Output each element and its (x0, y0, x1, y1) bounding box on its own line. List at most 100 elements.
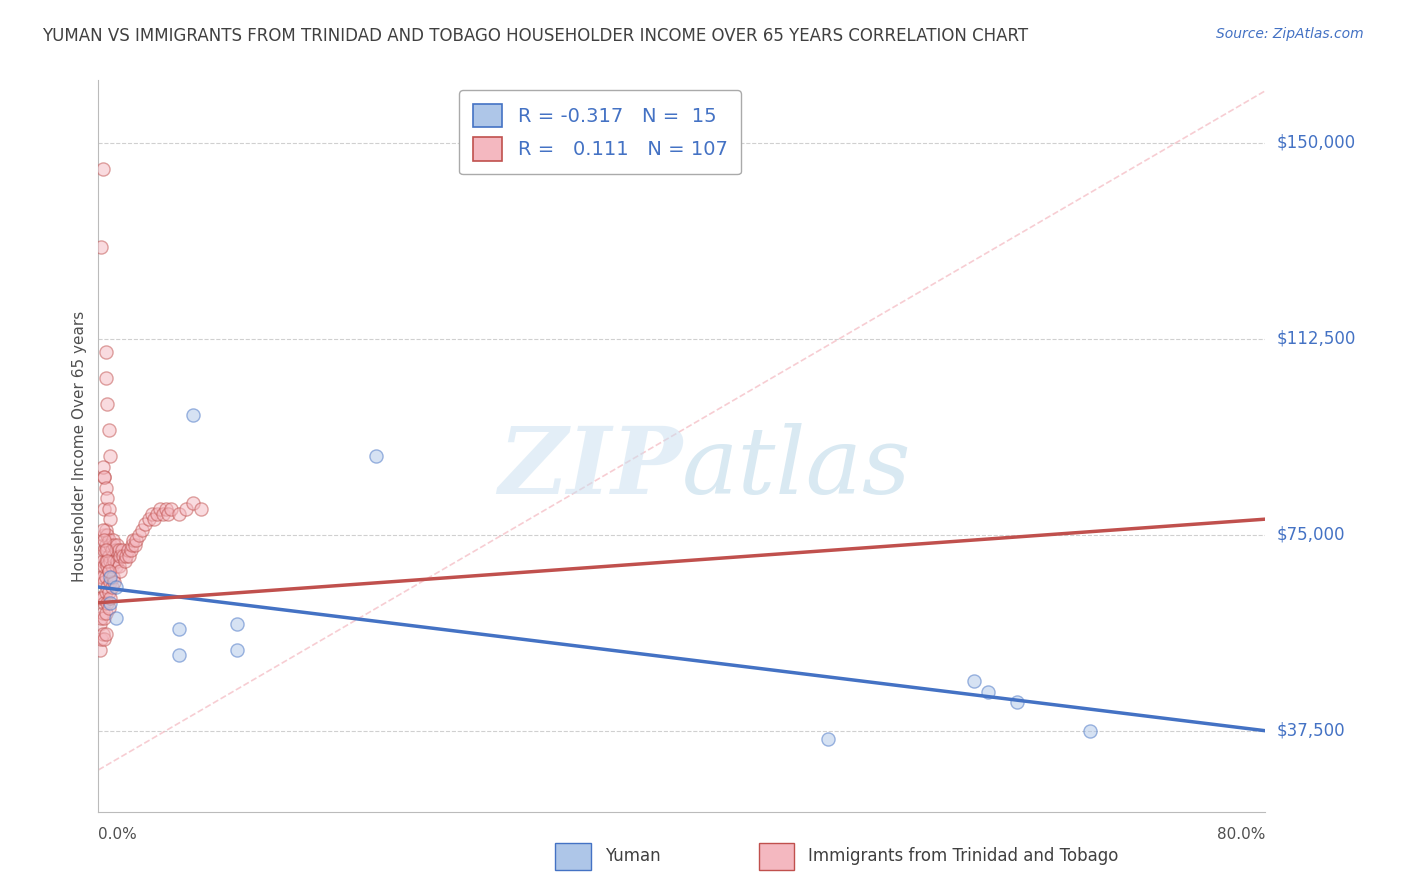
Point (94, 554, 117, 568)
Point (167, 622, 190, 636)
Text: Source: ZipAtlas.com: Source: ZipAtlas.com (1216, 27, 1364, 41)
Y-axis label: Householder Income Over 65 years: Householder Income Over 65 years (72, 310, 87, 582)
Point (96, 543, 118, 558)
Point (89, 642, 111, 657)
Point (91, 162, 114, 177)
Text: atlas: atlas (682, 423, 911, 513)
Point (94, 481, 117, 495)
Point (93, 611, 115, 625)
Point (94, 371, 117, 385)
Point (94, 606, 117, 620)
Point (100, 543, 122, 558)
Point (152, 507, 174, 521)
Point (93, 470, 115, 484)
Text: $37,500: $37,500 (1277, 722, 1346, 739)
Point (91, 554, 114, 568)
Point (97, 585, 120, 599)
Point (110, 565, 132, 579)
Point (174, 501, 197, 516)
Point (141, 507, 163, 521)
Point (98, 450, 121, 464)
Point (117, 543, 139, 558)
Point (103, 574, 125, 589)
Point (125, 533, 148, 547)
Point (94, 569, 117, 583)
Point (97, 549, 120, 563)
Point (96, 397, 118, 411)
Point (181, 408, 204, 422)
Point (96, 528, 118, 542)
Text: 0.0%: 0.0% (98, 828, 138, 842)
Point (131, 523, 153, 537)
Point (110, 549, 132, 563)
Point (94, 538, 117, 552)
Point (157, 507, 180, 521)
Point (104, 580, 127, 594)
Point (101, 569, 124, 583)
Point (138, 512, 160, 526)
Point (977, 684, 1000, 698)
Text: $150,000: $150,000 (1277, 134, 1357, 152)
Point (181, 496, 204, 510)
Point (93, 632, 115, 647)
Point (124, 538, 146, 552)
Point (105, 554, 128, 568)
Point (167, 648, 190, 662)
Point (91, 591, 114, 605)
Point (817, 731, 839, 746)
Text: ZIP: ZIP (498, 423, 682, 513)
Point (89, 616, 111, 631)
Point (190, 501, 212, 516)
Point (96, 554, 118, 568)
Point (93, 596, 115, 610)
Point (115, 549, 138, 563)
Point (90, 632, 112, 647)
Point (94, 585, 117, 599)
Point (91, 459, 114, 474)
Point (90, 591, 112, 605)
Point (91, 606, 114, 620)
Point (104, 611, 127, 625)
Point (100, 580, 122, 594)
Text: $75,000: $75,000 (1277, 525, 1346, 544)
Point (97, 601, 120, 615)
Point (104, 543, 127, 558)
Point (93, 528, 115, 542)
Point (142, 512, 165, 526)
Point (91, 523, 114, 537)
Point (94, 345, 117, 359)
Point (98, 591, 121, 605)
Point (1007, 695, 1029, 709)
Point (121, 538, 143, 552)
Point (97, 423, 120, 437)
Point (101, 533, 124, 547)
Point (97, 501, 120, 516)
Point (104, 559, 127, 574)
Point (103, 538, 125, 552)
Point (120, 543, 142, 558)
Point (226, 642, 249, 657)
Point (364, 450, 387, 464)
Point (114, 554, 136, 568)
Point (128, 528, 150, 542)
Text: $112,500: $112,500 (1277, 330, 1357, 348)
Point (93, 501, 115, 516)
Point (91, 627, 114, 641)
Legend: R = -0.317   N =  15, R =   0.111   N = 107: R = -0.317 N = 15, R = 0.111 N = 107 (460, 90, 741, 175)
Point (91, 538, 114, 552)
Point (97, 565, 120, 579)
Point (146, 507, 169, 521)
Point (108, 559, 131, 574)
Point (94, 523, 117, 537)
Point (96, 559, 118, 574)
Point (98, 554, 121, 568)
Point (98, 596, 121, 610)
Point (100, 559, 122, 574)
Point (134, 517, 156, 532)
Point (93, 470, 115, 484)
Point (94, 543, 117, 558)
Point (101, 549, 124, 563)
Point (118, 549, 141, 563)
Point (103, 554, 125, 568)
Text: 80.0%: 80.0% (1218, 828, 1265, 842)
